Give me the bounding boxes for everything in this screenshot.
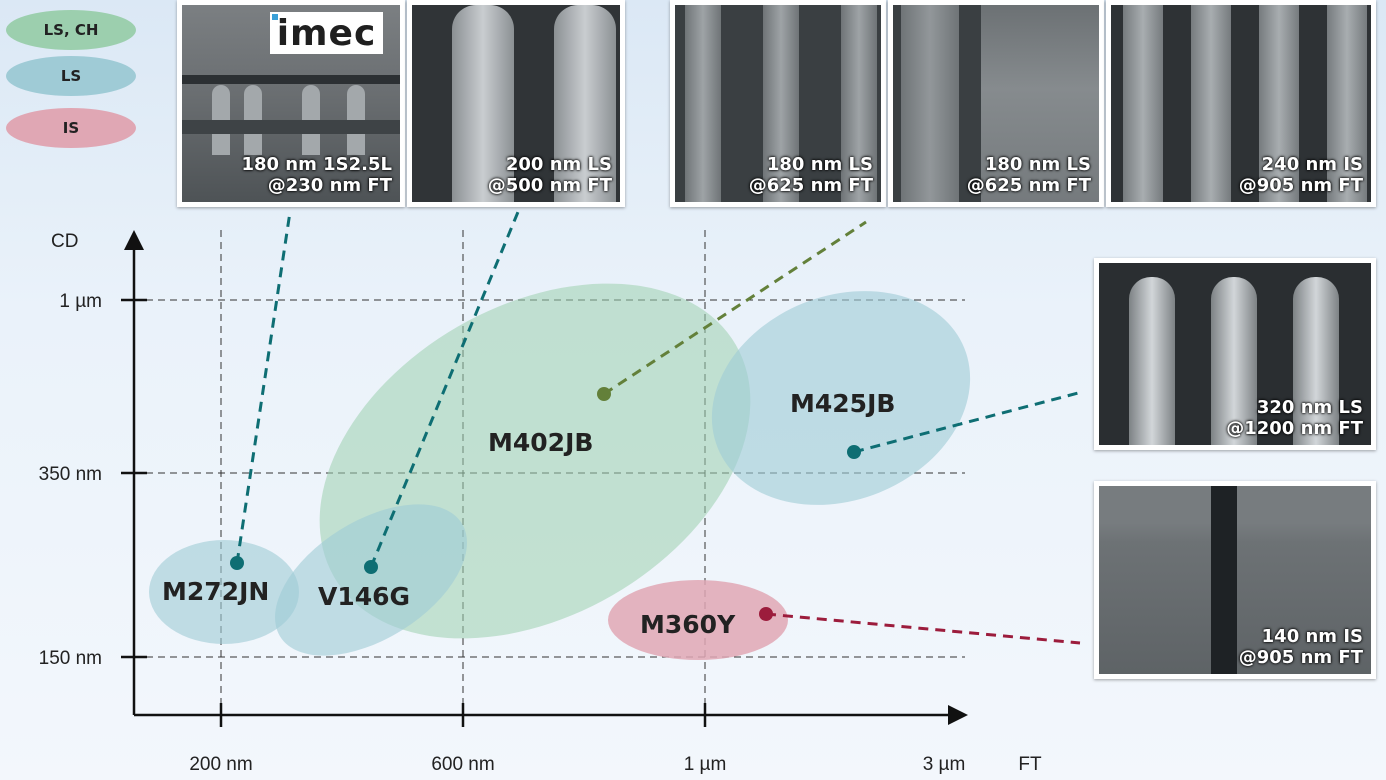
product-label-m425jb: M425JB bbox=[790, 389, 895, 418]
region-v146g bbox=[275, 504, 467, 656]
sem-image-m402jb-2: 180 nm LS @625 nm FT bbox=[888, 0, 1104, 207]
marker-m402jb bbox=[597, 387, 611, 401]
sem-caption-line1: 320 nm LS bbox=[1256, 397, 1363, 418]
sem-image-m402jb-1: 180 nm LS @625 nm FT bbox=[670, 0, 886, 207]
x-tick-label: 1 µm bbox=[684, 754, 727, 775]
sem-caption-line1: 240 nm IS bbox=[1261, 154, 1363, 175]
y-axis-title: CD bbox=[51, 231, 78, 252]
product-label-m402jb: M402JB bbox=[488, 428, 593, 457]
legend-label: LS bbox=[60, 67, 82, 85]
legend-ls: LS bbox=[6, 56, 136, 96]
product-label-v146g: V146G bbox=[318, 582, 410, 611]
sem-caption-line1: 140 nm IS bbox=[1261, 626, 1363, 647]
imec-logo: imec bbox=[270, 12, 383, 54]
tick-marks bbox=[121, 298, 707, 727]
leader-line-m272jn bbox=[235, 211, 292, 564]
x-axis-title: FT bbox=[1018, 754, 1042, 775]
sem-caption-line1: 180 nm LS bbox=[766, 154, 873, 175]
sem-image-m272jn: imec 180 nm 1S2.5L @230 nm FT bbox=[177, 0, 405, 207]
sem-caption-line1: 200 nm LS bbox=[505, 154, 612, 175]
marker-m360y bbox=[759, 607, 773, 621]
product-label-m360y: M360Y bbox=[640, 610, 736, 639]
sem-caption-line1: 180 nm 1S2.5L bbox=[241, 154, 392, 175]
legend-is: IS bbox=[6, 108, 136, 148]
marker-v146g bbox=[364, 560, 378, 574]
sem-caption-line2: @625 nm FT bbox=[966, 175, 1091, 196]
x-tick-label: 3 µm bbox=[923, 754, 966, 775]
sem-image-m425jb: 320 nm LS @1200 nm FT bbox=[1094, 258, 1376, 450]
legend-ls-ch: LS, CH bbox=[6, 10, 136, 50]
sem-caption-line1: 180 nm LS bbox=[984, 154, 1091, 175]
y-tick-label: 350 nm bbox=[39, 464, 102, 485]
region-m360y bbox=[608, 580, 788, 660]
region-m272jn bbox=[149, 540, 299, 644]
marker-m272jn bbox=[230, 556, 244, 570]
leader-line-m402jb bbox=[603, 220, 867, 396]
leader-line-m425jb bbox=[853, 390, 1083, 454]
x-tick-label: 200 nm bbox=[189, 754, 252, 775]
sem-caption-line2: @905 nm FT bbox=[1238, 647, 1363, 668]
sem-caption-line2: @905 nm FT bbox=[1238, 175, 1363, 196]
legend-label: IS bbox=[62, 119, 80, 137]
region-m425jb bbox=[711, 291, 971, 505]
sem-image-is-240: 240 nm IS @905 nm FT bbox=[1106, 0, 1376, 207]
leader-line-m360y bbox=[765, 612, 1081, 645]
sem-caption-line2: @625 nm FT bbox=[748, 175, 873, 196]
y-tick-label: 150 nm bbox=[39, 648, 102, 669]
leader-line-v146g bbox=[369, 211, 520, 568]
sem-caption-line2: @1200 nm FT bbox=[1226, 418, 1363, 439]
y-tick-label: 1 µm bbox=[59, 291, 102, 312]
sem-caption-line2: @230 nm FT bbox=[267, 175, 392, 196]
marker-m425jb bbox=[847, 445, 861, 459]
x-tick-label: 600 nm bbox=[431, 754, 494, 775]
product-label-m272jn: M272JN bbox=[162, 577, 269, 606]
legend-label: LS, CH bbox=[43, 21, 99, 39]
sem-caption-line2: @500 nm FT bbox=[487, 175, 612, 196]
sem-image-m360y: 140 nm IS @905 nm FT bbox=[1094, 481, 1376, 679]
sem-image-v146g: 200 nm LS @500 nm FT bbox=[407, 0, 625, 207]
